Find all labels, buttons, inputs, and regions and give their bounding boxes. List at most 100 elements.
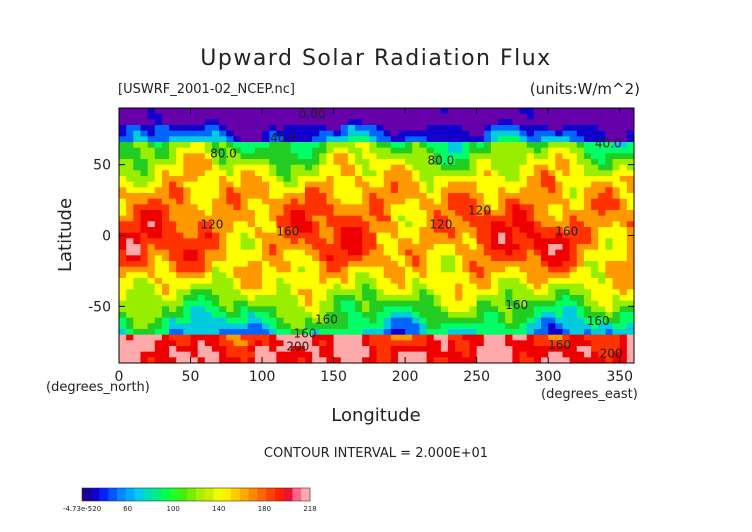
field-cell — [319, 204, 328, 211]
field-cell — [240, 244, 249, 251]
field-cell — [219, 136, 227, 143]
field-cell — [405, 215, 413, 222]
field-cell — [269, 125, 277, 132]
field-cell — [154, 142, 163, 149]
field-cell — [598, 306, 606, 313]
field-cell — [476, 312, 485, 319]
field-cell — [548, 278, 556, 285]
field-cell — [190, 130, 199, 137]
field-cell — [276, 221, 285, 228]
field-cell — [133, 181, 142, 188]
field-cell — [612, 340, 621, 347]
field-cell — [276, 125, 285, 132]
field-cell — [469, 323, 478, 330]
field-cell — [526, 136, 535, 143]
field-cell — [483, 232, 492, 239]
field-cell — [161, 142, 170, 149]
field-cell — [297, 232, 306, 239]
field-cell — [240, 204, 249, 211]
field-cell — [355, 351, 363, 358]
field-cell — [626, 130, 634, 137]
field-cell — [319, 181, 328, 188]
field-cell — [576, 232, 585, 239]
field-cell — [161, 357, 170, 363]
field-cell — [369, 136, 378, 143]
field-cell — [290, 300, 299, 307]
field-cell — [548, 130, 556, 137]
field-cell — [126, 278, 134, 285]
field-cell — [211, 312, 220, 319]
field-cell — [619, 125, 628, 132]
field-cell — [219, 221, 227, 228]
field-cell — [126, 312, 134, 319]
field-cell — [347, 249, 356, 256]
field-cell — [397, 244, 406, 251]
field-cell — [262, 238, 270, 245]
field-cell — [290, 187, 299, 194]
field-cell — [140, 238, 149, 245]
field-cell — [190, 238, 199, 245]
field-cell — [369, 272, 378, 279]
field-cell — [290, 312, 299, 319]
field-cell — [412, 272, 421, 279]
field-cell — [576, 193, 585, 200]
field-cell — [440, 329, 449, 336]
field-cell — [498, 238, 506, 245]
field-cell — [269, 204, 277, 211]
field-cell — [419, 306, 428, 313]
field-cell — [276, 130, 285, 137]
field-cell — [140, 119, 149, 126]
field-cell — [247, 351, 256, 358]
field-cell — [605, 346, 614, 353]
field-cell — [562, 317, 571, 324]
field-cell — [247, 232, 256, 239]
field-cell — [619, 198, 628, 205]
field-cell — [140, 312, 149, 319]
field-cell — [555, 300, 564, 307]
field-cell — [140, 346, 149, 353]
field-cell — [276, 283, 285, 290]
field-cell — [226, 357, 235, 363]
field-cell — [440, 272, 449, 279]
field-cell — [333, 323, 342, 330]
field-cell — [412, 136, 421, 143]
field-cell — [562, 249, 571, 256]
field-cell — [276, 176, 285, 183]
field-cell — [376, 323, 385, 330]
field-cell — [340, 244, 349, 251]
field-cell — [183, 255, 192, 262]
field-cell — [533, 357, 542, 363]
field-cell — [197, 346, 206, 353]
field-cell — [362, 221, 370, 228]
field-cell — [390, 119, 399, 126]
field-cell — [498, 147, 506, 154]
field-cell — [362, 238, 370, 245]
field-cell — [347, 187, 356, 194]
field-cell — [626, 164, 634, 171]
field-cell — [183, 232, 192, 239]
field-cell — [548, 136, 556, 143]
field-cell — [476, 244, 485, 251]
field-cell — [440, 125, 449, 132]
field-cell — [376, 283, 385, 290]
field-cell — [576, 176, 585, 183]
field-cell — [433, 351, 442, 358]
field-cell — [591, 147, 599, 154]
field-cell — [140, 300, 149, 307]
field-cell — [626, 357, 634, 363]
field-cell — [405, 334, 413, 341]
field-cell — [619, 204, 628, 211]
field-cell — [448, 130, 456, 137]
field-cell — [190, 125, 199, 132]
field-cell — [605, 227, 614, 234]
field-cell — [455, 125, 463, 132]
field-cell — [312, 357, 320, 363]
field-cell — [405, 113, 413, 120]
field-cell — [119, 289, 127, 296]
field-cell — [383, 130, 392, 137]
field-cell — [190, 346, 199, 353]
field-cell — [591, 351, 599, 358]
field-cell — [340, 255, 349, 262]
field-cell — [455, 289, 463, 296]
field-cell — [126, 136, 134, 143]
